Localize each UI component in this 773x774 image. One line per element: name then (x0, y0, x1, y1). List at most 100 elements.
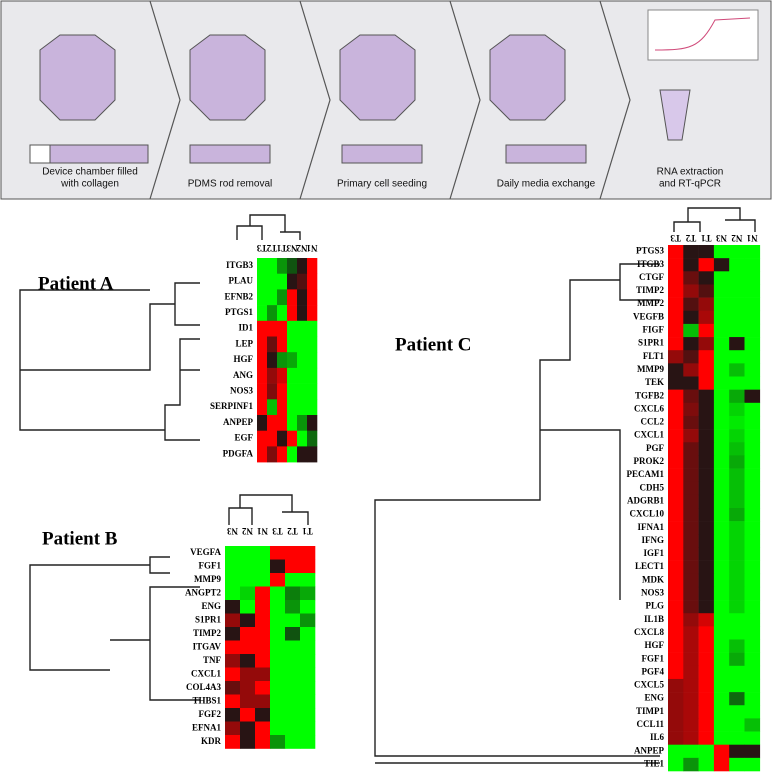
heat-cell (255, 735, 271, 749)
heat-cell (683, 363, 699, 377)
heat-cell (668, 665, 684, 680)
heat-cell (683, 613, 699, 627)
heat-cell (729, 402, 745, 417)
heat-cell (277, 430, 288, 447)
heat-cell (668, 547, 684, 561)
heat-cell (729, 258, 745, 272)
heat-cell (277, 367, 288, 384)
heat-cell (668, 429, 684, 443)
heat-cell (698, 521, 715, 535)
heat-cell (270, 667, 286, 682)
heat-cell (267, 415, 278, 431)
heat-cell (225, 586, 241, 601)
heat-cell (744, 271, 761, 285)
heat-cell (698, 718, 715, 732)
heat-cell (668, 442, 684, 456)
heat-cell (285, 667, 301, 682)
heat-cell (683, 718, 699, 732)
heat-cell (729, 692, 745, 706)
heat-cell (698, 757, 715, 772)
heat-cell (744, 415, 761, 430)
heat-cell (287, 415, 298, 431)
gene-label: ITGAV (193, 641, 222, 651)
heat-cell (729, 481, 745, 496)
column-label: T3 (670, 233, 681, 243)
heat-cell (307, 273, 318, 290)
heat-cell (744, 508, 761, 522)
heat-cell (744, 560, 761, 575)
heat-cell (683, 573, 699, 588)
gene-label: PECAM1 (627, 469, 665, 479)
heat-cell (744, 718, 761, 732)
heat-cell (240, 681, 256, 695)
heat-cell (257, 446, 268, 463)
heat-cell (744, 350, 761, 364)
heat-cell (307, 399, 318, 416)
heat-cell (277, 399, 288, 416)
heat-cell (668, 389, 684, 404)
gene-label: TNF (203, 655, 222, 665)
heat-cell (713, 350, 730, 364)
heat-cell (729, 310, 745, 325)
heat-cell (683, 639, 699, 653)
gene-label: PLAU (229, 276, 254, 286)
heat-cell (668, 455, 684, 469)
heat-cell (713, 245, 730, 259)
heat-cell (257, 367, 268, 384)
heat-cell (698, 547, 715, 561)
heat-cell (713, 757, 730, 772)
heat-cell (668, 494, 684, 509)
gene-label: CXCL6 (634, 403, 665, 413)
heat-cell (698, 639, 715, 653)
heat-cell (668, 258, 684, 272)
dendrograms (19, 207, 756, 764)
heat-cell (683, 547, 699, 561)
gene-label: ANGPT2 (185, 587, 222, 597)
gene-label: TEK (645, 377, 664, 387)
heat-cell (285, 694, 301, 709)
heat-cell (307, 430, 318, 447)
heat-cell (255, 600, 271, 614)
heat-cell (744, 455, 761, 469)
gene-label: PTGS3 (636, 246, 665, 256)
heat-cell (668, 626, 684, 640)
heat-cell (729, 613, 745, 627)
heat-cell (713, 705, 730, 719)
heat-cell (713, 402, 730, 417)
heat-cell (729, 757, 745, 772)
column-label: T3 (272, 526, 283, 536)
heat-cell (287, 305, 298, 322)
heat-cell (729, 547, 745, 561)
heat-cell (277, 446, 288, 463)
heat-cell (257, 258, 268, 274)
heat-cell (744, 284, 761, 298)
heat-cell (285, 573, 301, 587)
heat-cell (713, 613, 730, 627)
heat-cell (698, 442, 715, 456)
heat-cell (698, 665, 715, 680)
heat-cell (300, 640, 316, 655)
heat-cell (744, 258, 761, 272)
column-label: T2 (287, 526, 298, 536)
heat-cell (285, 546, 301, 560)
column-label: T2 (266, 243, 277, 253)
heat-cell (698, 455, 715, 469)
heat-cell (270, 586, 286, 601)
heat-cell (744, 494, 761, 509)
heat-cell (744, 442, 761, 456)
heat-cell (225, 627, 241, 641)
heat-cell (285, 708, 301, 722)
heat-cell (683, 534, 699, 548)
heat-cell (668, 481, 684, 496)
heat-cell (240, 640, 256, 655)
gene-label: FGF1 (642, 653, 665, 663)
heat-cell (267, 258, 278, 274)
heat-cell (744, 310, 761, 325)
heat-cell (683, 258, 699, 272)
gene-label: MMP9 (194, 574, 221, 584)
heat-cell (698, 573, 715, 588)
heat-cell (668, 297, 684, 312)
heat-cell (300, 694, 316, 709)
heat-cell (729, 534, 745, 548)
heat-cell (683, 442, 699, 456)
